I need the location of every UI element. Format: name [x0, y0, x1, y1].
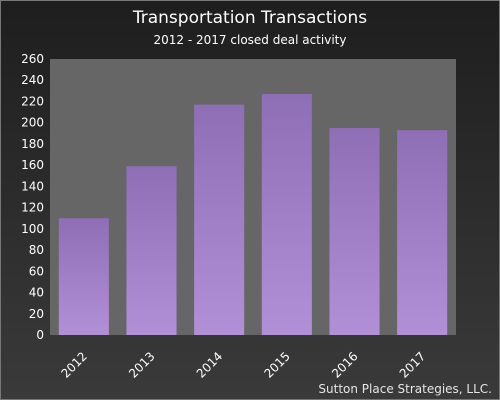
source-credit: Sutton Place Strategies, LLC. [318, 382, 492, 396]
bar-2017 [397, 130, 448, 335]
x-axis: 2012 2013 2014 2015 2016 2017 [58, 349, 428, 380]
bar-2012 [58, 218, 109, 335]
bar-2013 [126, 166, 177, 335]
x-tick-label: 2016 [329, 349, 360, 380]
x-tick-label: 2013 [126, 349, 157, 380]
bars [58, 94, 448, 336]
bar-2016 [329, 128, 380, 335]
bar-2014 [194, 104, 245, 336]
bar-2015 [261, 94, 312, 336]
chart-title: Transportation Transactions [132, 8, 368, 28]
y-tick-label: 180 [21, 137, 44, 151]
x-tick-label: 2017 [397, 349, 428, 380]
y-tick-label: 200 [21, 116, 44, 130]
y-tick-label: 240 [21, 73, 44, 87]
y-tick-label: 0 [36, 328, 44, 342]
y-tick-label: 40 [29, 286, 44, 300]
y-tick-label: 220 [21, 94, 44, 108]
x-tick-label: 2014 [194, 349, 225, 380]
y-tick-label: 160 [21, 158, 44, 172]
y-tick-label: 120 [21, 201, 44, 215]
chart-subtitle: 2012 - 2017 closed deal activity [153, 33, 347, 47]
plot-area [50, 59, 456, 335]
y-tick-label: 80 [29, 243, 44, 257]
x-tick-label: 2015 [261, 349, 292, 380]
y-tick-label: 260 [21, 52, 44, 66]
y-tick-label: 140 [21, 179, 44, 193]
y-tick-label: 100 [21, 222, 44, 236]
x-tick-label: 2012 [58, 349, 89, 380]
y-axis: 0 20 40 60 80 100 120 140 160 180 200 220 240 260 [21, 52, 44, 342]
y-tick-label: 20 [29, 307, 44, 321]
y-tick-label: 60 [29, 264, 44, 278]
